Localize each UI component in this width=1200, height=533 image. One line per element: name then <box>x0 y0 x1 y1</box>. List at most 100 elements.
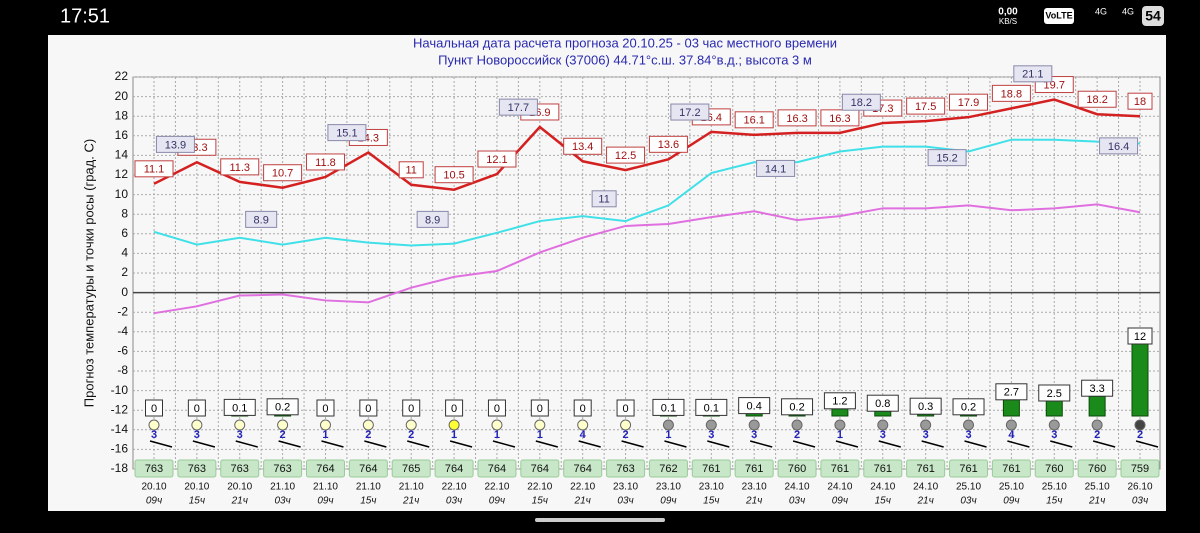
wind-arrow <box>749 440 773 448</box>
x-tick-label: 21ч <box>916 496 933 507</box>
temp-label-box <box>949 93 989 111</box>
precip-label-box <box>738 397 771 415</box>
cloud <box>362 419 374 431</box>
precip-label: 0 <box>322 403 328 415</box>
precip-label: 0.1 <box>232 402 247 414</box>
cloud <box>277 419 289 431</box>
pressure-box <box>434 459 474 478</box>
pressure: 765 <box>402 463 420 475</box>
x-tick-label: 03ч <box>274 496 290 507</box>
temp-label-box <box>991 84 1031 102</box>
wind-arrow <box>235 440 258 448</box>
wind-speed: 2 <box>623 429 629 441</box>
pressure-box <box>777 459 817 478</box>
wind-arrow <box>1135 440 1159 448</box>
wind-arrow <box>707 440 730 448</box>
pressure: 763 <box>616 463 634 475</box>
x-tick-label: 23.10 <box>656 482 681 493</box>
mid-label: 13.9 <box>165 139 186 151</box>
y-tick-label: 14 <box>115 148 129 162</box>
chart-subtitle: Пункт Новороссийск (37006) 44.71°с.ш. 37… <box>438 52 812 67</box>
precip-label: 0 <box>194 403 200 415</box>
wind-arrow <box>1050 440 1073 448</box>
pressure: 760 <box>788 463 806 475</box>
pressure-box <box>134 459 174 478</box>
temp-label-box <box>263 164 303 182</box>
cloud <box>577 419 589 431</box>
mid-label-box <box>756 159 796 177</box>
wind-speed: 4 <box>580 429 587 441</box>
precip-label-box <box>781 398 814 416</box>
temp-label-box <box>734 111 774 129</box>
temp-label-box <box>1127 92 1153 110</box>
nav-bar <box>535 518 665 522</box>
y-tick-label: 12 <box>115 167 129 181</box>
precip-label-box <box>266 398 299 416</box>
mid-label: 8.9 <box>254 214 269 226</box>
x-tick-label: 21.10 <box>356 482 381 493</box>
mid-label-box <box>1013 65 1053 83</box>
pressure: 763 <box>145 463 163 475</box>
volte-badge <box>1044 8 1074 24</box>
pressure: 764 <box>531 463 549 475</box>
temp-label: 17.5 <box>915 101 936 113</box>
wind-arrow <box>449 440 473 448</box>
pressure-box <box>820 459 860 478</box>
y-tick-label: 10 <box>115 187 129 201</box>
x-tick-label: 24.10 <box>827 482 852 493</box>
precip-label-box <box>823 392 856 410</box>
cloud <box>1134 419 1146 431</box>
y-tick-label: 20 <box>115 89 129 103</box>
wind-speed: 3 <box>923 429 929 441</box>
temp-label: 12.1 <box>486 154 507 166</box>
mid-label: 21.1 <box>1022 69 1043 81</box>
temp-label: 11.8 <box>315 157 336 169</box>
mid-label-box <box>670 103 710 121</box>
x-tick-label: 23.10 <box>742 482 767 493</box>
clock: 17:51 <box>60 5 110 27</box>
pressure-box <box>691 459 731 478</box>
cloud <box>791 419 803 431</box>
precip-bar <box>1045 400 1063 417</box>
mid-label-box <box>927 149 967 167</box>
cloud <box>748 419 760 431</box>
precip-label-box <box>445 399 464 417</box>
temp-label-box <box>777 109 817 127</box>
precip-label-box <box>223 398 256 416</box>
precip-label-box <box>530 399 549 417</box>
pressure-box <box>863 459 903 478</box>
pressure: 761 <box>702 463 720 475</box>
y-axis-label: Прогноз температуры и точки росы (град. … <box>81 139 96 407</box>
mid-label-box <box>591 190 617 208</box>
precip-bar <box>831 408 849 417</box>
pressure-box <box>734 459 774 478</box>
pressure: 764 <box>445 463 463 475</box>
x-tick-label: 15ч <box>360 496 376 507</box>
precip-label: 0.3 <box>918 401 933 413</box>
temp-label: 16.3 <box>786 113 807 125</box>
mid-label: 11 <box>598 194 609 206</box>
precip-label: 0 <box>451 403 457 415</box>
precip-label-box <box>866 394 899 412</box>
temp-label: 12.5 <box>615 150 636 162</box>
series-line <box>153 138 1141 247</box>
y-tick-label: -4 <box>117 324 128 338</box>
y-tick-label: 22 <box>115 69 129 83</box>
x-tick-label: 20.10 <box>184 482 209 493</box>
pressure: 763 <box>188 463 206 475</box>
wind-speed: 2 <box>365 429 371 441</box>
temp-label: 16.3 <box>829 113 850 125</box>
mid-label-box <box>245 210 278 228</box>
mid-label-box <box>498 98 538 116</box>
precip-label-box <box>695 398 728 416</box>
x-tick-label: 21ч <box>231 496 248 507</box>
cloud <box>705 419 717 431</box>
x-tick-label: 03ч <box>789 496 805 507</box>
pressure: 764 <box>359 463 377 475</box>
pressure-box <box>391 459 431 478</box>
cloud <box>448 419 460 431</box>
temp-label: 13.6 <box>658 139 679 151</box>
x-tick-label: 15ч <box>532 496 548 507</box>
